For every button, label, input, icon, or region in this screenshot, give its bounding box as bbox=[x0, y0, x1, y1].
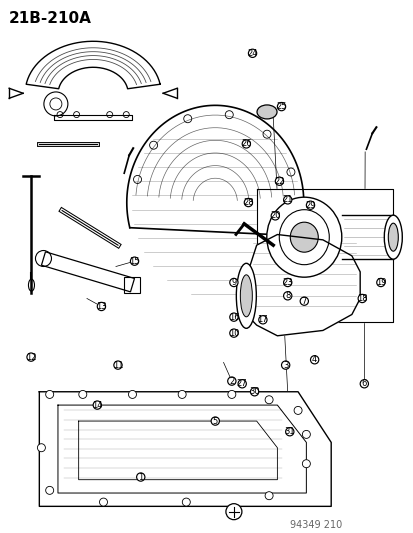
Text: 94349 210: 94349 210 bbox=[289, 520, 341, 530]
Circle shape bbox=[78, 390, 87, 399]
Text: 18: 18 bbox=[356, 294, 367, 303]
Circle shape bbox=[211, 417, 219, 425]
Circle shape bbox=[250, 387, 258, 396]
Ellipse shape bbox=[266, 197, 341, 277]
Circle shape bbox=[136, 473, 145, 481]
Text: 12: 12 bbox=[26, 353, 36, 361]
Circle shape bbox=[227, 390, 235, 399]
Text: 22: 22 bbox=[273, 177, 284, 185]
Text: 1: 1 bbox=[138, 473, 143, 481]
Ellipse shape bbox=[240, 275, 252, 317]
Circle shape bbox=[264, 395, 273, 404]
Text: 15: 15 bbox=[129, 257, 140, 265]
Circle shape bbox=[283, 278, 291, 287]
Circle shape bbox=[306, 201, 314, 209]
Polygon shape bbox=[39, 392, 330, 506]
Circle shape bbox=[237, 379, 246, 388]
Text: 23: 23 bbox=[282, 278, 292, 287]
Polygon shape bbox=[246, 235, 359, 336]
Text: 8: 8 bbox=[285, 292, 290, 300]
Circle shape bbox=[242, 140, 250, 148]
Circle shape bbox=[264, 491, 273, 500]
Text: 20: 20 bbox=[269, 212, 280, 220]
Polygon shape bbox=[54, 115, 132, 120]
Text: 13: 13 bbox=[96, 302, 107, 311]
Circle shape bbox=[229, 329, 237, 337]
Text: 14: 14 bbox=[92, 401, 102, 409]
Text: 2: 2 bbox=[229, 377, 234, 385]
Circle shape bbox=[301, 459, 310, 468]
Text: 30: 30 bbox=[249, 387, 259, 396]
Circle shape bbox=[285, 427, 293, 436]
Circle shape bbox=[130, 257, 138, 265]
Circle shape bbox=[293, 406, 301, 415]
Circle shape bbox=[37, 443, 45, 452]
Polygon shape bbox=[256, 189, 392, 322]
Text: 9: 9 bbox=[231, 278, 236, 287]
Text: 25: 25 bbox=[275, 102, 286, 111]
Ellipse shape bbox=[290, 222, 318, 252]
Text: 28: 28 bbox=[242, 198, 253, 207]
Circle shape bbox=[27, 353, 35, 361]
Circle shape bbox=[225, 504, 241, 520]
Text: 24: 24 bbox=[247, 49, 257, 58]
Circle shape bbox=[277, 102, 285, 111]
Circle shape bbox=[275, 177, 283, 185]
Circle shape bbox=[244, 198, 252, 207]
Ellipse shape bbox=[256, 105, 276, 119]
Text: 19: 19 bbox=[375, 278, 385, 287]
Circle shape bbox=[45, 486, 54, 495]
Circle shape bbox=[359, 379, 368, 388]
Ellipse shape bbox=[383, 215, 401, 259]
Text: 11: 11 bbox=[112, 361, 123, 369]
Circle shape bbox=[178, 390, 186, 399]
Text: 6: 6 bbox=[361, 379, 366, 388]
Circle shape bbox=[45, 390, 54, 399]
Text: 7: 7 bbox=[301, 297, 306, 305]
Circle shape bbox=[227, 377, 235, 385]
Circle shape bbox=[258, 316, 266, 324]
Text: 3: 3 bbox=[282, 361, 287, 369]
Text: 4: 4 bbox=[311, 356, 316, 364]
Ellipse shape bbox=[387, 223, 397, 251]
Text: 26: 26 bbox=[240, 140, 251, 148]
Circle shape bbox=[299, 297, 308, 305]
Circle shape bbox=[283, 196, 291, 204]
Circle shape bbox=[283, 292, 291, 300]
Circle shape bbox=[182, 498, 190, 506]
Text: 27: 27 bbox=[236, 379, 247, 388]
Text: 17: 17 bbox=[257, 316, 268, 324]
Text: 29: 29 bbox=[304, 201, 315, 209]
Text: 21B-210A: 21B-210A bbox=[8, 11, 91, 26]
Text: 16: 16 bbox=[228, 313, 239, 321]
Circle shape bbox=[357, 294, 366, 303]
Circle shape bbox=[128, 390, 136, 399]
Text: 21: 21 bbox=[282, 196, 292, 204]
Polygon shape bbox=[41, 252, 134, 292]
Circle shape bbox=[97, 302, 105, 311]
Circle shape bbox=[114, 361, 122, 369]
Circle shape bbox=[310, 356, 318, 364]
Text: 31: 31 bbox=[284, 427, 294, 436]
Circle shape bbox=[376, 278, 384, 287]
Text: 5: 5 bbox=[212, 417, 217, 425]
Circle shape bbox=[229, 278, 237, 287]
Text: 10: 10 bbox=[228, 329, 239, 337]
Circle shape bbox=[281, 361, 289, 369]
Circle shape bbox=[229, 313, 237, 321]
Ellipse shape bbox=[236, 263, 256, 328]
Circle shape bbox=[271, 212, 279, 220]
Circle shape bbox=[93, 401, 101, 409]
Circle shape bbox=[248, 49, 256, 58]
Circle shape bbox=[99, 498, 107, 506]
Ellipse shape bbox=[279, 209, 328, 265]
Circle shape bbox=[301, 430, 310, 439]
